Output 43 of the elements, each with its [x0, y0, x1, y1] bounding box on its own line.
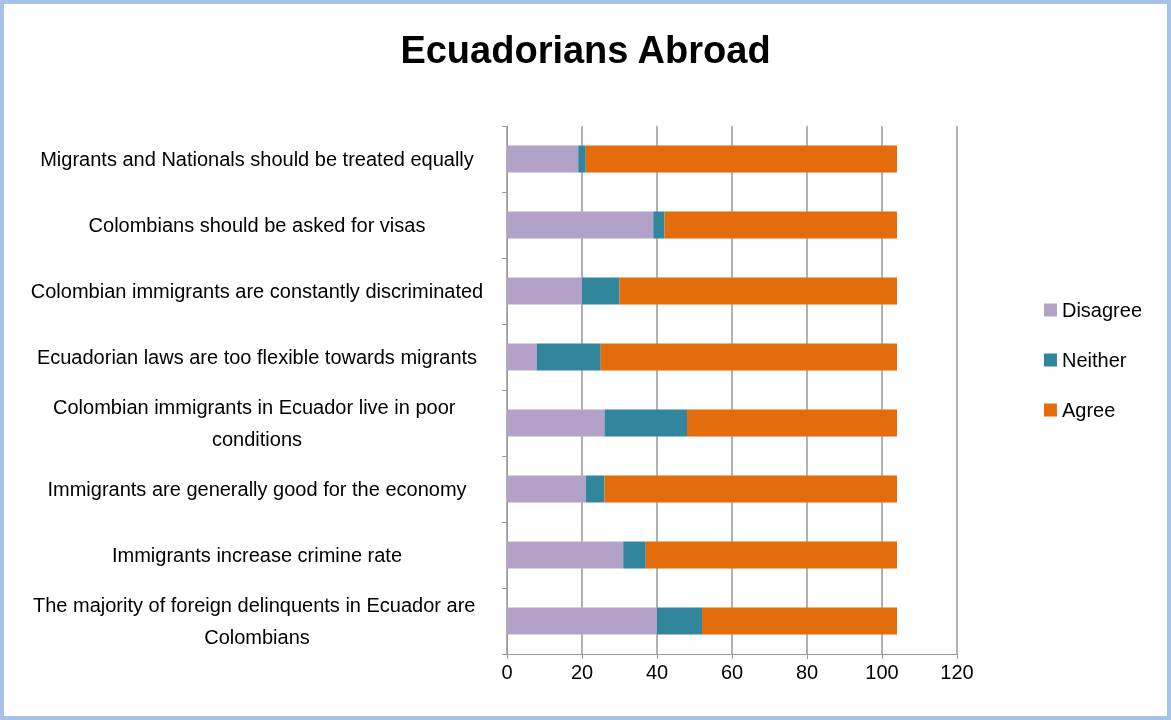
bar	[645, 541, 897, 569]
bar	[507, 409, 605, 437]
bar	[507, 607, 657, 635]
bar	[578, 145, 586, 173]
y-tick-label: Colombians should be asked for visas	[88, 214, 426, 236]
x-tick-label: 0	[501, 661, 513, 683]
legend-label: Neither	[1061, 349, 1127, 371]
x-tick-label: 100	[865, 661, 899, 683]
bar	[600, 343, 897, 371]
bar	[507, 541, 624, 569]
y-tick-label: The majority of foreign delinquents in Ecuador are Colombians	[32, 594, 482, 648]
bar	[604, 475, 897, 503]
legend-label: Agree	[1061, 399, 1116, 421]
bar	[687, 409, 897, 437]
bar	[585, 145, 897, 173]
y-tick-label: Immigrants are generally good for the economy	[47, 478, 467, 500]
x-tick-label: 120	[940, 661, 974, 683]
bar	[507, 475, 586, 503]
y-tick-label: Colombian immigrants in Ecuador live in poor conditions	[53, 396, 461, 450]
bar	[537, 343, 601, 371]
y-tick-label: Ecuadorian laws are too flexible towards migrants	[36, 346, 478, 368]
bar	[702, 607, 897, 635]
bar	[585, 475, 605, 503]
bar	[623, 541, 646, 569]
bar	[619, 277, 897, 305]
chart-title: Ecuadorians Abroad	[400, 29, 771, 71]
x-tick-label: 60	[720, 661, 744, 683]
y-tick-label: Immigrants increase crimine rate	[111, 544, 403, 566]
bar	[664, 211, 897, 239]
y-tick-label: Migrants and Nationals should be treated equally	[40, 148, 474, 170]
y-tick-label: Colombian immigrants are constantly discriminated	[30, 280, 484, 302]
bar	[507, 277, 582, 305]
bar	[657, 607, 702, 635]
bar	[582, 277, 620, 305]
bar	[653, 211, 665, 239]
x-tick-label: 20	[570, 661, 594, 683]
bar	[507, 343, 537, 371]
legend-label: Disagree	[1061, 299, 1143, 321]
bar	[604, 409, 687, 437]
x-tick-label: 40	[645, 661, 669, 683]
bar	[507, 211, 654, 239]
bar	[507, 145, 579, 173]
x-tick-label: 80	[795, 661, 819, 683]
